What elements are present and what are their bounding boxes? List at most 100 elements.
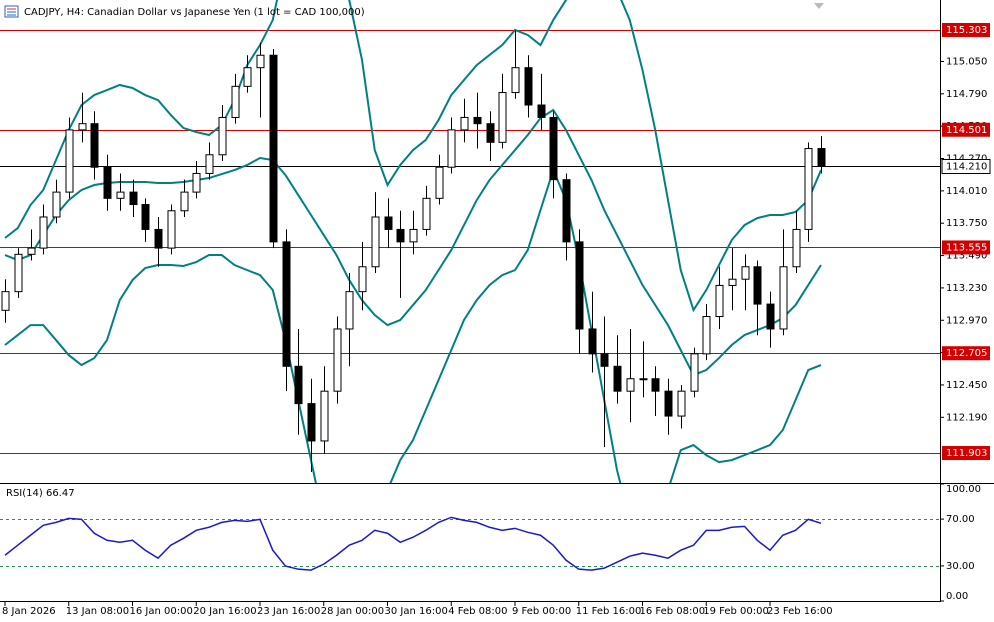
level-label-box	[942, 346, 990, 361]
candle-body	[192, 172, 201, 193]
candle-body	[639, 378, 648, 381]
level-label: 113.555	[946, 242, 987, 253]
candle-body	[460, 116, 469, 131]
last-price-box	[941, 159, 991, 174]
rsi-line	[4, 516, 822, 571]
candle-body	[779, 266, 788, 330]
level-label-box	[942, 22, 990, 37]
x-tick-label: 13 Jan 08:00	[66, 606, 129, 617]
candle-body	[690, 353, 699, 392]
candle-body	[231, 85, 240, 118]
level-label-box	[942, 122, 990, 137]
candle-body	[27, 247, 36, 255]
candle-body	[320, 390, 329, 442]
candle-body	[282, 241, 291, 367]
candle-body	[715, 284, 724, 318]
candle-body	[792, 228, 801, 268]
level-label: 114.501	[946, 125, 987, 136]
price-pane	[0, 0, 940, 483]
candle-body	[90, 123, 99, 168]
candle-body	[39, 216, 48, 249]
candle-body	[435, 166, 444, 199]
candle-body	[498, 92, 507, 143]
y-tick-label: 112.970	[946, 315, 987, 326]
candle-body	[575, 241, 584, 330]
chart-title: CADJPY, H4: Canadian Dollar vs Japanese …	[24, 7, 365, 18]
candle-body	[613, 365, 622, 392]
rsi-pane	[0, 516, 940, 571]
y-tick-label: 113.750	[946, 218, 987, 229]
candle-body	[345, 291, 354, 330]
y-tick-label: 113.490	[946, 251, 987, 262]
candle-body	[129, 191, 138, 206]
candle-body	[307, 403, 316, 442]
candle-body	[358, 266, 367, 293]
candle-body	[116, 191, 125, 199]
candle-body	[804, 148, 813, 230]
band-lower	[4, 167, 822, 483]
candle-body	[154, 228, 163, 249]
level-label-box	[942, 240, 990, 255]
y-tick-label: 114.010	[946, 186, 987, 197]
band-upper	[4, 0, 822, 313]
x-tick-label: 23 Feb 16:00	[767, 606, 833, 617]
candle-body	[422, 197, 431, 230]
candle-body	[333, 328, 342, 392]
last-price-label: 114.210	[946, 162, 987, 173]
y-tick-label: 70.00	[946, 514, 975, 525]
y-tick-label: 112.190	[946, 412, 987, 423]
level-label: 111.903	[946, 448, 987, 459]
level-label: 115.303	[946, 25, 987, 36]
x-tick-label: 20 Jan 16:00	[193, 606, 256, 617]
candle-body	[1, 291, 10, 311]
candle-body	[664, 390, 673, 417]
candle-body	[103, 166, 112, 199]
candle-body	[256, 54, 265, 69]
x-tick-label: 9 Feb 00:00	[512, 606, 571, 617]
candle-body	[741, 266, 750, 280]
x-tick-label: 16 Jan 00:00	[130, 606, 193, 617]
y-tick-label: 100.00	[946, 484, 981, 495]
y-tick-label: 30.00	[946, 561, 975, 572]
candle-body	[167, 210, 176, 249]
x-tick-label: 28 Jan 00:00	[321, 606, 384, 617]
level-label: 112.705	[946, 348, 987, 359]
candle-body	[243, 67, 252, 87]
candle-body	[524, 67, 533, 106]
shift-marker	[814, 3, 824, 9]
candle-body	[78, 123, 87, 131]
x-tick-label: 11 Feb 16:00	[576, 606, 642, 617]
candle-body	[486, 123, 495, 143]
candle-body	[180, 191, 189, 212]
candle-body	[205, 154, 214, 174]
candle-body	[384, 216, 393, 230]
x-tick-label: 16 Feb 08:00	[640, 606, 706, 617]
x-tick-label: 23 Jan 16:00	[257, 606, 320, 617]
y-tick-label: 112.450	[946, 380, 987, 391]
candle-body	[651, 378, 660, 392]
candle-body	[218, 116, 227, 156]
candle-body	[588, 328, 597, 355]
x-tick-label: 4 Feb 08:00	[448, 606, 507, 617]
y-tick-label: 113.230	[946, 283, 987, 294]
candle-body	[562, 179, 571, 243]
candle-body	[371, 216, 380, 268]
band-middle	[4, 108, 822, 377]
candle-body	[817, 148, 826, 167]
candle-body	[600, 353, 609, 367]
candle-body	[677, 390, 686, 417]
level-label-box	[942, 446, 990, 461]
y-tick-label: 0.00	[946, 591, 968, 602]
x-tick-label: 8 Jan 2026	[2, 606, 56, 617]
candle-body	[409, 228, 418, 243]
candle-body	[294, 365, 303, 405]
candle-body	[473, 116, 482, 125]
candle-body	[549, 116, 558, 181]
candle-body	[702, 316, 711, 355]
candle-body	[447, 129, 456, 168]
x-tick-label: 19 Feb 00:00	[703, 606, 769, 617]
candle-body	[396, 228, 405, 243]
